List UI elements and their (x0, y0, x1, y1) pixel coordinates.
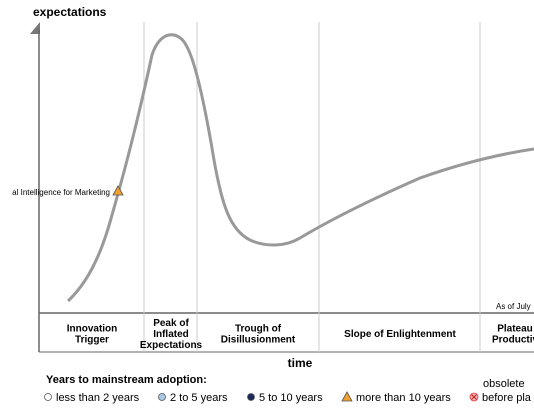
legend-item-2-to-5-years: 2 to 5 years (158, 392, 228, 404)
phase-label-2-line-1: Peak of (153, 318, 189, 329)
legend-label: 2 to 5 years (170, 392, 228, 404)
orange-triangle-icon (341, 391, 353, 402)
phase-label-3-line-2: Disillusionment (221, 335, 296, 346)
x-axis-label: time (288, 356, 313, 370)
legend-label: 5 to 10 years (259, 392, 323, 404)
phase-label-5-line-1: Plateau (497, 324, 533, 335)
legend-title: Years to mainstream adoption: (46, 374, 207, 386)
legend-item-5-to-10-years: 5 to 10 years (247, 392, 323, 404)
hype-curve (66, 33, 534, 303)
obsolete-x-stroke-b (471, 394, 477, 400)
phase-label-2-line-3: Expectations (140, 340, 203, 351)
technology-label: al Intelligence for Marketing (12, 188, 110, 197)
legend-label: more than 10 years (356, 392, 451, 404)
legend-item-more-than-10-years: more than 10 years (341, 391, 451, 404)
y-axis-arrowhead (30, 22, 40, 34)
legend-item-obsolete: obsolete before pla (469, 378, 532, 404)
phase-label-1-line-2: Trigger (75, 335, 109, 346)
legend-obsolete-sub-label: before pla (482, 392, 532, 404)
legend-item-less-than-2-years: less than 2 years (44, 392, 140, 404)
phase-label-5-line-2: Productiv (492, 335, 534, 346)
legend-obsolete-label: obsolete (483, 378, 525, 390)
phase-label-3-line-1: Trough of (235, 324, 282, 335)
as-of-label: As of July (496, 302, 531, 311)
lightblue-circle-icon (158, 393, 166, 401)
legend-label: less than 2 years (56, 392, 140, 404)
y-axis-label: expectations (33, 5, 107, 19)
phase-label-2-line-2: Inflated (153, 329, 189, 340)
white-circle-icon (44, 393, 52, 401)
technology-marker-triangle (112, 185, 124, 196)
navy-circle-icon (247, 393, 255, 401)
phase-label-4-line-1: Slope of Enlightenment (344, 329, 456, 340)
phase-label-1-line-1: Innovation (67, 324, 118, 335)
